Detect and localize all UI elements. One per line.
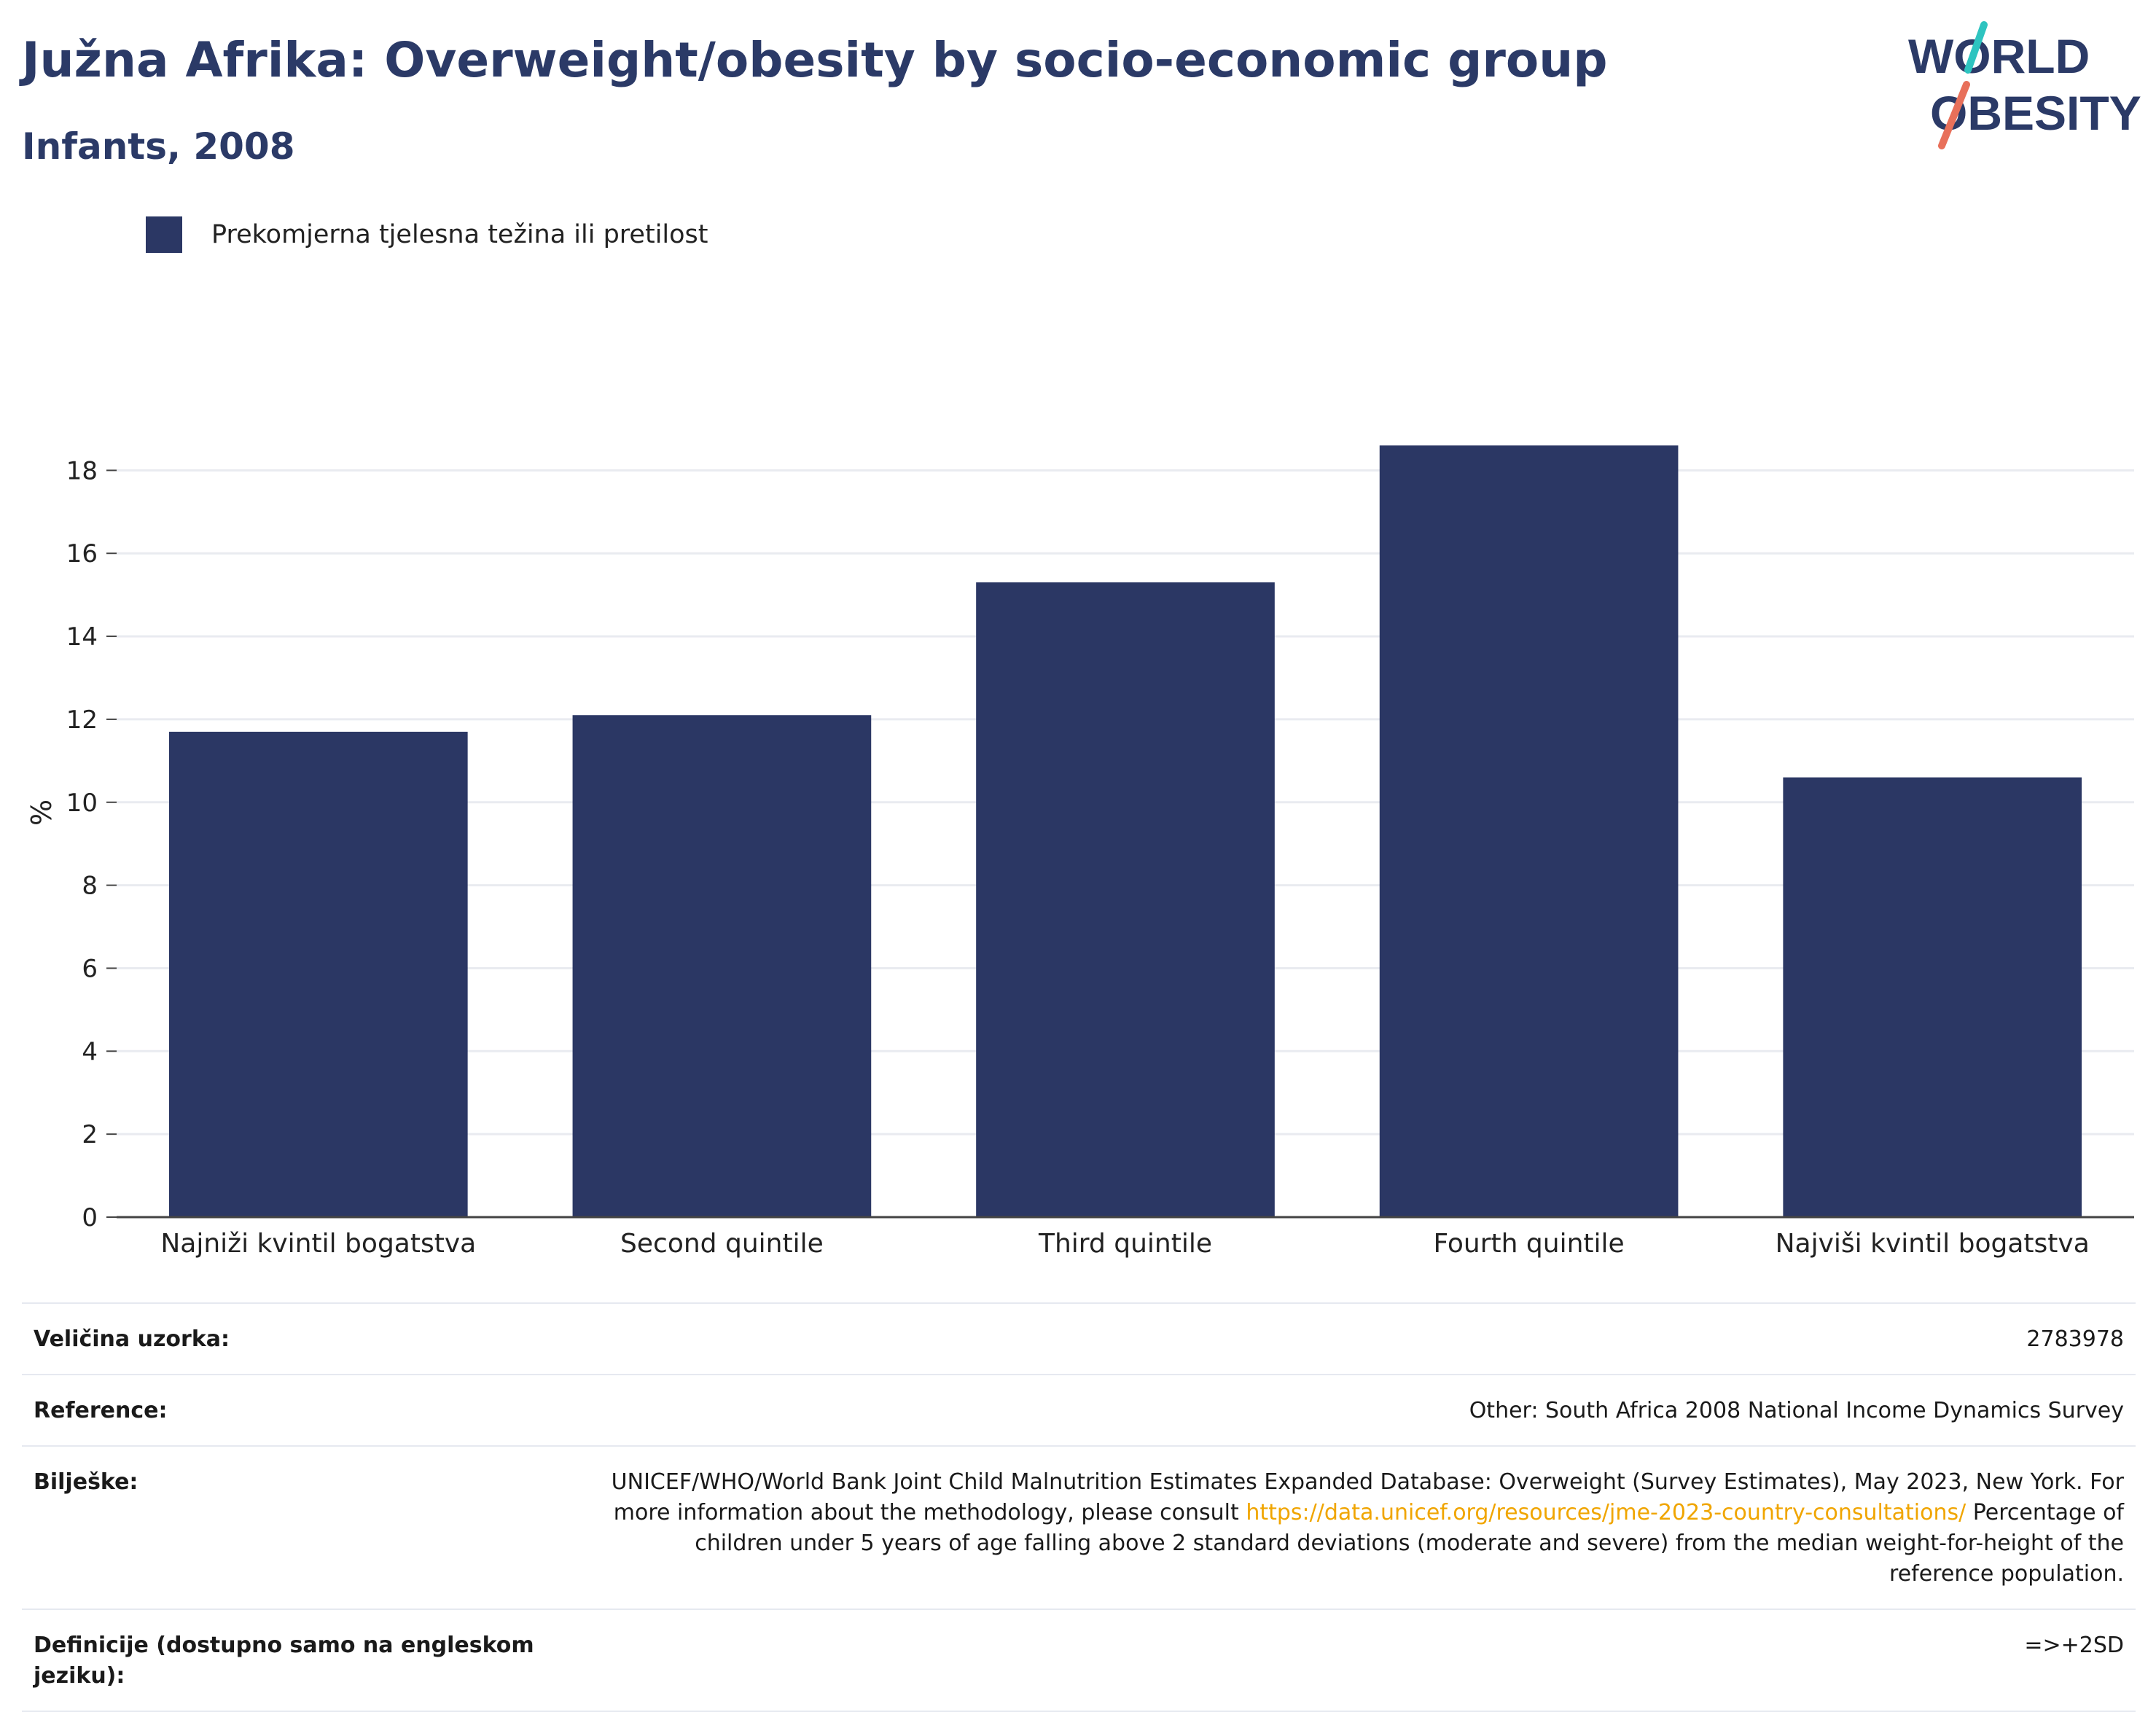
- x-tick-label: Second quintile: [620, 1229, 824, 1259]
- legend-label: Prekomjerna tjelesna težina ili pretilos…: [211, 220, 708, 249]
- page-title: Južna Afrika: Overweight/obesity by soci…: [22, 32, 1608, 88]
- page-subtitle: Infants, 2008: [22, 125, 295, 168]
- bars: [168, 445, 2082, 1218]
- bar: [1783, 777, 2082, 1217]
- bar: [976, 582, 1275, 1217]
- bar: [168, 732, 468, 1217]
- y-tick-label: 0: [82, 1203, 98, 1232]
- world-obesity-logo: WORLD OBESITY: [1908, 21, 2141, 149]
- y-tick-label: 16: [66, 539, 98, 568]
- sample-size-value: 2783978: [2026, 1326, 2124, 1352]
- axes: 0 2 4 6 8 10 12 14 16 18 Najniži kvintil bogatstva…: [66, 456, 2134, 1259]
- notes-link[interactable]: https://data.unicef.org/resources/jme-20…: [1246, 1500, 1966, 1525]
- notes-value: UNICEF/WHO/World Bank Joint Child Malnut…: [608, 1467, 2124, 1590]
- y-tick-label: 6: [82, 954, 98, 983]
- y-axis-label: %: [26, 800, 58, 826]
- reference-value: Other: South Africa 2008 National Income…: [1469, 1398, 2124, 1423]
- meta-row-definitions: Definicije (dostupno samo na engleskom j…: [22, 1609, 2136, 1712]
- bar: [572, 715, 872, 1217]
- x-tick-label: Najviši kvintil bogatstva: [1776, 1229, 2090, 1259]
- definitions-label: Definicije (dostupno samo na engleskom j…: [34, 1633, 534, 1689]
- definitions-value: =>+2SD: [2024, 1633, 2124, 1658]
- sample-size-label: Veličina uzorka:: [34, 1326, 230, 1352]
- notes-text-1: UNICEF/WHO/World Bank Joint Child Malnut…: [611, 1469, 2124, 1525]
- logo-slash-teal: [1964, 21, 1988, 74]
- logo-line1: WORLD: [1908, 29, 2090, 83]
- y-tick-label: 4: [82, 1037, 98, 1066]
- y-tick-label: 14: [66, 622, 98, 652]
- meta-row-reference: Reference: Other: South Africa 2008 Nati…: [22, 1374, 2136, 1445]
- y-tick-label: 2: [82, 1120, 98, 1149]
- x-tick-label: Third quintile: [1038, 1229, 1212, 1259]
- y-tick-label: 10: [66, 789, 98, 818]
- y-tick-label: 8: [82, 872, 98, 901]
- x-tick-label: Fourth quintile: [1433, 1229, 1624, 1259]
- legend-swatch: [146, 216, 182, 253]
- bar: [1379, 445, 1679, 1218]
- metadata-table: Veličina uzorka: 2783978 Reference: Othe…: [22, 1302, 2136, 1712]
- notes-label: Bilješke:: [34, 1469, 138, 1495]
- y-tick-label: 12: [66, 705, 98, 735]
- meta-row-notes: Bilješke: UNICEF/WHO/World Bank Joint Ch…: [22, 1445, 2136, 1609]
- notes-text-2: Percentage of children under 5 years of …: [695, 1500, 2124, 1587]
- x-tick-label: Najniži kvintil bogatstva: [160, 1229, 476, 1259]
- reference-label: Reference:: [34, 1398, 168, 1423]
- bar-chart: 0 2 4 6 8 10 12 14 16 18 Najniži kvintil bogatstva…: [26, 445, 2134, 1259]
- legend: Prekomjerna tjelesna težina ili pretilos…: [146, 216, 708, 254]
- y-tick-label: 18: [66, 456, 98, 485]
- logo-slash-coral: [1938, 81, 1970, 149]
- meta-row-sample-size: Veličina uzorka: 2783978: [22, 1302, 2136, 1374]
